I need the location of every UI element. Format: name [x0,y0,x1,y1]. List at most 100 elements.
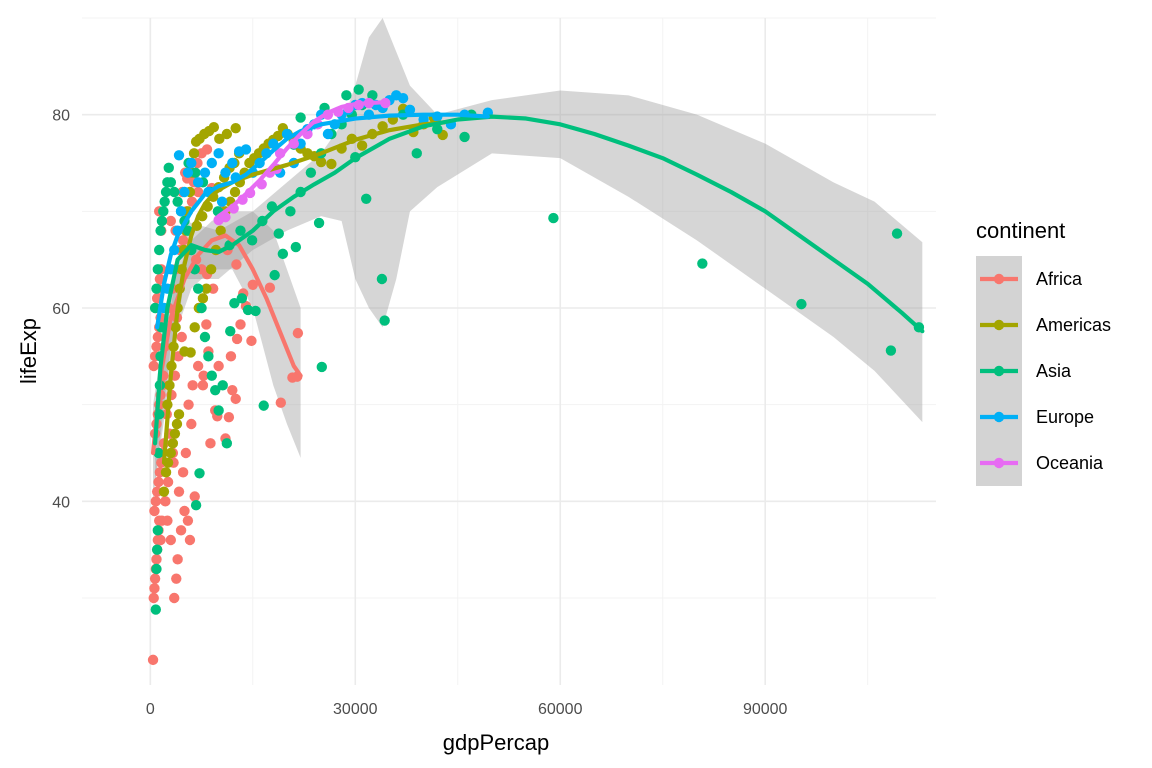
data-point [377,121,388,132]
data-point [277,248,289,260]
data-point [192,177,204,188]
data-point [235,225,246,236]
data-point [885,345,897,356]
data-point [172,554,183,565]
data-point [158,486,170,497]
data-point [188,148,200,159]
data-point [159,196,170,207]
confidence-band [155,18,923,482]
data-point [246,335,257,347]
data-point [229,186,241,198]
data-point [292,327,304,339]
data-point [179,186,190,198]
data-point [149,573,161,584]
y-tick-label: 80 [52,108,70,125]
legend-key-point [993,273,1005,285]
data-point [230,123,241,134]
data-point [216,196,228,207]
data-point [151,563,162,575]
data-point [192,360,204,372]
data-point [152,525,164,536]
legend-label: Asia [1036,361,1072,381]
data-point [231,333,243,345]
data-point [190,167,201,178]
data-point [203,351,214,362]
data-point [158,206,169,217]
data-point [201,283,212,294]
data-point [165,447,177,459]
data-point [361,193,372,204]
data-point [187,380,198,391]
data-point [217,380,228,391]
data-point [322,128,334,140]
data-point [147,654,159,666]
confidence-band [153,211,301,502]
data-point [240,144,252,155]
data-point [213,148,224,159]
x-axis-ticks: 0 30000 60000 90000 [146,701,788,718]
data-point [163,162,174,174]
data-point [175,206,187,217]
data-point [162,476,174,488]
data-point [151,544,163,555]
data-point [150,496,161,507]
data-point [173,150,185,161]
data-point [796,298,807,310]
data-point [206,370,218,381]
major-gridlines [82,18,936,685]
data-point [150,604,161,615]
data-point [169,592,180,604]
data-point [326,158,337,170]
data-point [379,315,390,326]
data-point [313,217,325,229]
legend-key-point [993,457,1005,469]
data-point [165,215,177,227]
data-point [179,505,190,517]
data-point [183,399,194,410]
data-point [315,156,327,168]
y-axis-title: lifeExp [16,318,41,384]
data-point [160,186,172,198]
x-tick-label: 60000 [538,701,583,718]
data-point [229,297,240,309]
data-point [155,225,166,236]
data-point [155,534,166,546]
data-point [180,447,192,459]
data-point [411,148,422,159]
data-point [185,347,196,358]
data-point [169,428,181,439]
data-point [295,112,306,123]
legend-key-point [993,411,1005,423]
data-point [258,400,269,411]
data-point [397,93,409,104]
data-point [151,283,162,294]
data-point [173,486,185,497]
legend-key-point [993,319,1005,331]
data-point [208,122,220,133]
data-point [230,393,241,405]
data-point [148,592,159,604]
data-point [196,302,207,314]
confidence-bands [153,18,923,502]
data-point [215,225,226,236]
y-tick-label: 60 [52,301,70,318]
data-point [353,84,364,95]
data-point [149,583,160,594]
data-point [231,259,242,270]
data-point [186,418,197,430]
data-point [152,331,164,343]
data-point [153,476,164,488]
data-point [697,258,708,269]
smooth-line [161,120,447,465]
data-point [171,418,183,430]
smooth-lines [150,99,925,465]
x-tick-label: 90000 [743,701,788,718]
data-point [269,269,280,281]
data-point [376,273,388,285]
data-point [151,554,162,565]
data-point [165,177,177,188]
smooth-line [153,114,925,446]
data-point [184,534,196,546]
data-point [194,468,205,479]
